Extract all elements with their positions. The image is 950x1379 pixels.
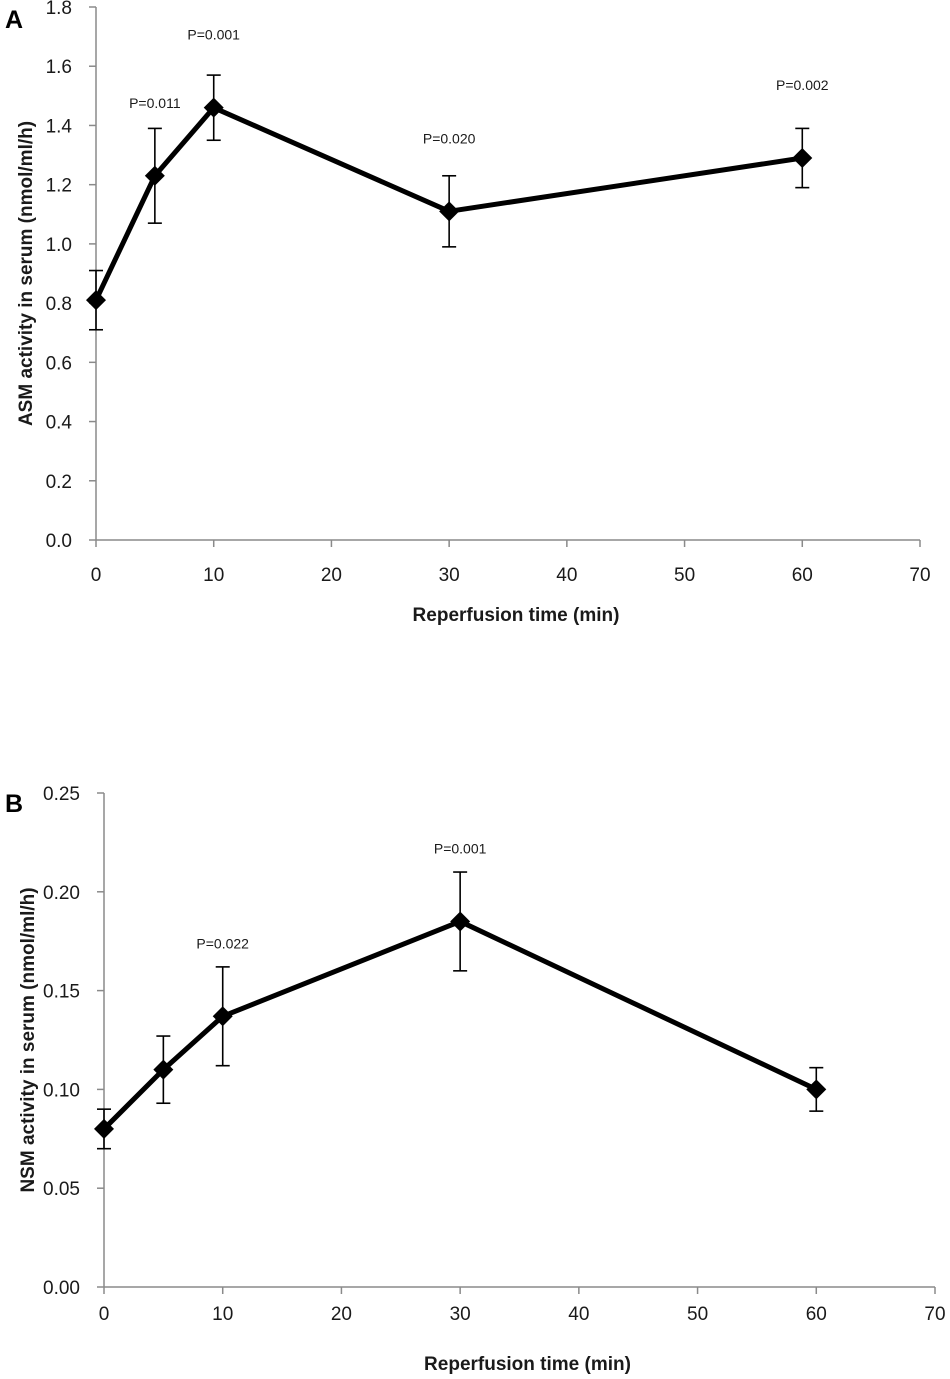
y-tick-label: 0.2	[46, 472, 72, 493]
data-point-diamond	[86, 290, 106, 311]
y-axis-label: ASM activity in serum (nmol/ml/h)	[16, 121, 37, 426]
y-tick-label: 0.4	[46, 413, 73, 434]
y-tick-label: 0.8	[46, 294, 72, 315]
x-tick-label: 30	[450, 1304, 471, 1325]
data-point-diamond	[806, 1079, 827, 1100]
y-tick-label: 1.2	[46, 176, 72, 197]
x-axis-label: Reperfusion time (min)	[413, 605, 620, 626]
data-point-diamond	[144, 165, 165, 186]
p-value-label: P=0.011	[129, 95, 181, 111]
y-tick-label: 0.15	[43, 982, 80, 1003]
data-point-diamond	[792, 148, 813, 169]
x-tick-label: 10	[212, 1304, 233, 1325]
data-point-diamond	[203, 97, 224, 118]
data-point-diamond	[439, 201, 460, 222]
y-tick-label: 0.25	[43, 784, 80, 805]
x-tick-label: 50	[674, 565, 695, 586]
y-tick-label: 0.20	[43, 883, 80, 904]
panel-label: A	[5, 6, 23, 34]
x-tick-label: 60	[806, 1304, 827, 1325]
panel-label: B	[5, 790, 23, 818]
x-tick-label: 60	[792, 565, 813, 586]
y-tick-label: 0.0	[46, 531, 72, 552]
data-point-diamond	[94, 1118, 114, 1139]
data-point-diamond	[153, 1059, 174, 1080]
x-tick-label: 0	[91, 565, 102, 586]
y-tick-label: 0.05	[43, 1179, 80, 1200]
x-tick-label: 0	[99, 1304, 110, 1325]
y-tick-label: 0.00	[43, 1278, 80, 1299]
x-tick-label: 40	[556, 565, 577, 586]
chart-panel-a: A 0.0 0.2 0.4 0.6 0.8 1.0 1.2 1.4 1.6 1.8 0 10 20 30 40…	[5, 0, 931, 626]
data-point-diamond	[212, 1006, 233, 1027]
x-tick-label: 50	[687, 1304, 708, 1325]
x-tick-label: 70	[909, 565, 930, 586]
y-tick-label: 0.6	[46, 353, 72, 374]
x-tick-label: 70	[924, 1304, 945, 1325]
x-tick-label: 10	[203, 565, 224, 586]
y-axis-label: NSM activity in serum (nmol/ml/h)	[18, 887, 39, 1192]
p-value-label: P=0.020	[423, 130, 476, 146]
x-tick-label: 40	[568, 1304, 589, 1325]
data-point-diamond	[450, 911, 471, 932]
x-tick-label: 20	[331, 1304, 352, 1325]
p-value-label: P=0.001	[187, 27, 240, 43]
x-tick-label: 30	[439, 565, 460, 586]
x-tick-label: 20	[321, 565, 342, 586]
y-tick-label: 0.10	[43, 1080, 80, 1101]
chart-panel-b: B 0.00 0.05 0.10 0.15 0.20 0.25 0 10 20 30 40 50 60 70…	[5, 784, 946, 1375]
y-tick-label: 1.6	[46, 57, 72, 78]
p-value-label: P=0.001	[434, 840, 487, 856]
x-axis-label: Reperfusion time (min)	[424, 1354, 631, 1375]
y-tick-label: 1.8	[46, 0, 72, 19]
y-tick-label: 1.0	[46, 235, 72, 256]
p-value-label: P=0.002	[776, 77, 829, 93]
p-value-label: P=0.022	[196, 935, 249, 951]
y-tick-label: 1.4	[46, 116, 73, 137]
